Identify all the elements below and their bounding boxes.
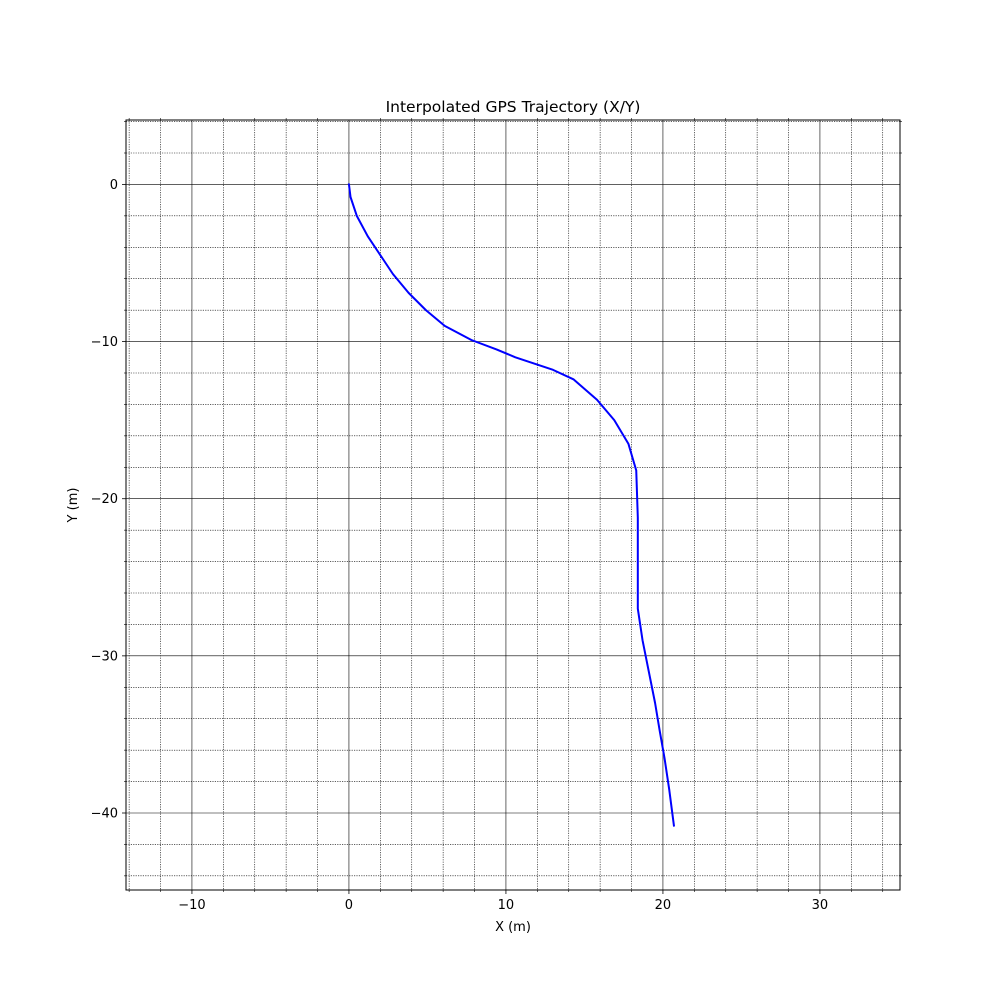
plot-area <box>126 120 900 890</box>
x-tick-label: 0 <box>345 898 353 913</box>
x-tick-label: 20 <box>655 898 672 913</box>
x-tick-label: 30 <box>812 898 829 913</box>
chart-title: Interpolated GPS Trajectory (X/Y) <box>386 98 641 116</box>
minor-grid <box>126 120 900 890</box>
x-axis-label: X (m) <box>495 920 531 935</box>
x-tick-label: 10 <box>498 898 515 913</box>
tick-labels: −10 0 10 20 30 0 −10 −20 −30 −40 <box>91 178 829 913</box>
y-tick-label: 0 <box>110 178 118 193</box>
major-grid <box>126 120 900 890</box>
y-axis-label: Y (m) <box>66 488 81 524</box>
y-tick-label: −30 <box>91 649 118 664</box>
x-tick-label: −10 <box>178 898 205 913</box>
y-tick-label: −20 <box>91 492 118 507</box>
plot-frame <box>125 119 901 891</box>
y-tick-label: −10 <box>91 335 118 350</box>
tick-marks <box>122 118 902 894</box>
series-layer <box>347 183 676 827</box>
y-tick-label: −40 <box>91 807 118 822</box>
trajectory-line <box>347 183 676 827</box>
